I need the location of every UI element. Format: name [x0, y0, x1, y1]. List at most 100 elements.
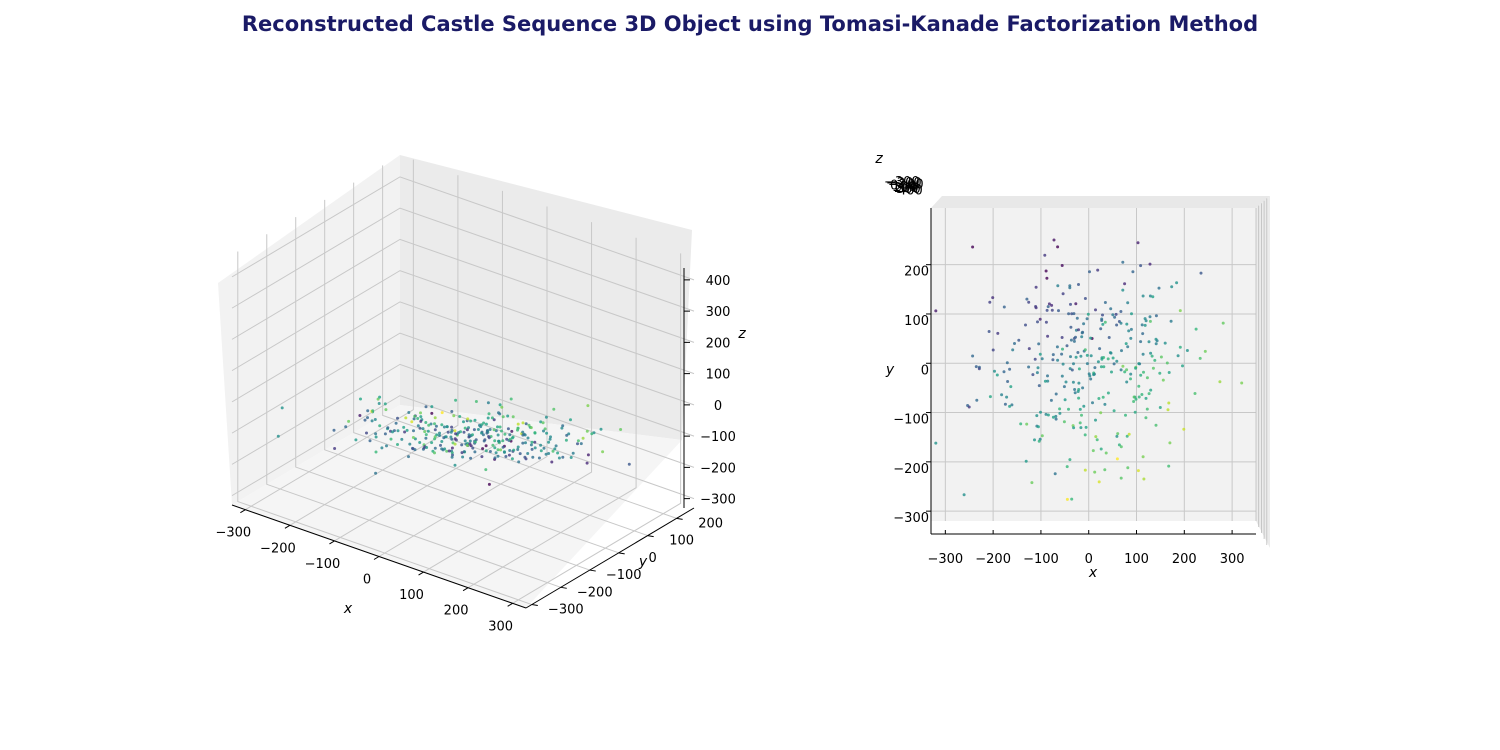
data-point: [996, 331, 1000, 335]
data-point: [474, 438, 478, 442]
z-tick-label: −100: [700, 430, 736, 445]
data-point: [363, 418, 367, 422]
data-point: [1079, 426, 1083, 430]
data-point: [496, 425, 499, 429]
data-point: [556, 451, 560, 455]
data-point: [416, 417, 420, 420]
data-point: [1123, 370, 1127, 374]
data-point: [1092, 373, 1096, 377]
data-point: [531, 455, 535, 459]
data-point: [1070, 497, 1074, 501]
y-tick-mark: [647, 535, 654, 538]
data-point: [1240, 381, 1244, 385]
data-point: [438, 434, 441, 437]
data-point: [1060, 336, 1064, 339]
data-point: [1024, 459, 1028, 463]
data-point: [504, 455, 508, 458]
data-point: [1073, 388, 1077, 391]
data-point: [1176, 354, 1180, 358]
data-point: [1061, 292, 1065, 296]
data-point: [1051, 358, 1055, 362]
data-point: [503, 432, 507, 436]
data-point: [450, 451, 454, 455]
data-point: [426, 429, 430, 433]
data-point: [1078, 421, 1082, 425]
data-point: [1054, 392, 1058, 396]
data-point: [543, 427, 547, 431]
data-point: [1097, 397, 1101, 400]
data-point: [1136, 469, 1140, 473]
data-point: [590, 432, 594, 436]
data-point: [458, 415, 462, 418]
data-point: [486, 429, 489, 432]
data-point: [1148, 319, 1152, 323]
data-point: [1060, 352, 1064, 356]
data-point: [1193, 392, 1197, 395]
data-point: [1113, 315, 1117, 319]
data-point: [1091, 401, 1094, 405]
data-point: [449, 435, 453, 439]
data-point: [1100, 357, 1104, 361]
data-point: [1103, 320, 1107, 324]
data-point: [496, 448, 500, 452]
tick-labels: −300 −200 −100 0 100 200 300 −300 −200 −100 0 100 20…: [216, 274, 736, 634]
y-tick-label: −200: [577, 585, 613, 600]
data-point: [1085, 362, 1089, 366]
data-point: [473, 440, 477, 444]
data-point: [541, 421, 545, 425]
data-point: [1071, 380, 1075, 384]
data-point: [371, 409, 375, 413]
data-point: [1083, 468, 1087, 472]
data-point: [530, 440, 534, 444]
data-point: [469, 419, 473, 423]
data-point: [373, 418, 377, 421]
data-point: [450, 410, 454, 413]
data-point: [416, 424, 420, 428]
data-point: [971, 354, 975, 358]
data-point: [1116, 432, 1120, 436]
data-point: [407, 455, 410, 459]
data-point: [474, 400, 478, 403]
data-point: [1051, 415, 1055, 419]
data-point: [1181, 364, 1184, 368]
z-tick-label: −300: [700, 493, 736, 508]
z-gridline: [231, 207, 695, 312]
data-point: [533, 440, 537, 444]
data-point: [1137, 384, 1141, 388]
data-point: [1158, 371, 1162, 375]
data-point: [544, 452, 548, 456]
data-points: [934, 238, 1244, 501]
data-point: [1126, 301, 1130, 305]
data-point: [1148, 262, 1152, 266]
data-point: [601, 450, 605, 454]
data-point: [408, 442, 412, 446]
x-tick-mark: [418, 571, 424, 576]
x-tick-label: 0: [1085, 552, 1093, 567]
data-point: [418, 441, 422, 444]
data-point: [481, 447, 485, 451]
data-point: [529, 443, 533, 447]
data-point: [440, 423, 444, 427]
x-gridline: [378, 206, 548, 557]
data-point: [1140, 323, 1144, 327]
data-point: [1027, 347, 1031, 351]
data-point: [1137, 395, 1141, 399]
data-point: [469, 456, 473, 460]
data-point: [1083, 433, 1087, 437]
data-point: [1155, 339, 1159, 343]
data-point: [1106, 357, 1110, 361]
data-point: [498, 425, 502, 429]
data-point: [1084, 425, 1088, 429]
data-point: [975, 398, 979, 402]
data-point: [516, 422, 520, 426]
data-point: [1072, 426, 1076, 430]
data-point: [419, 415, 423, 419]
data-point: [1136, 241, 1140, 245]
y-tick-label: −100: [606, 568, 642, 583]
data-point: [1043, 379, 1047, 383]
data-point: [1106, 391, 1110, 395]
data-point: [454, 398, 458, 402]
data-point: [368, 439, 372, 443]
data-point: [1040, 434, 1044, 438]
y-tick-label: 100: [669, 534, 694, 549]
